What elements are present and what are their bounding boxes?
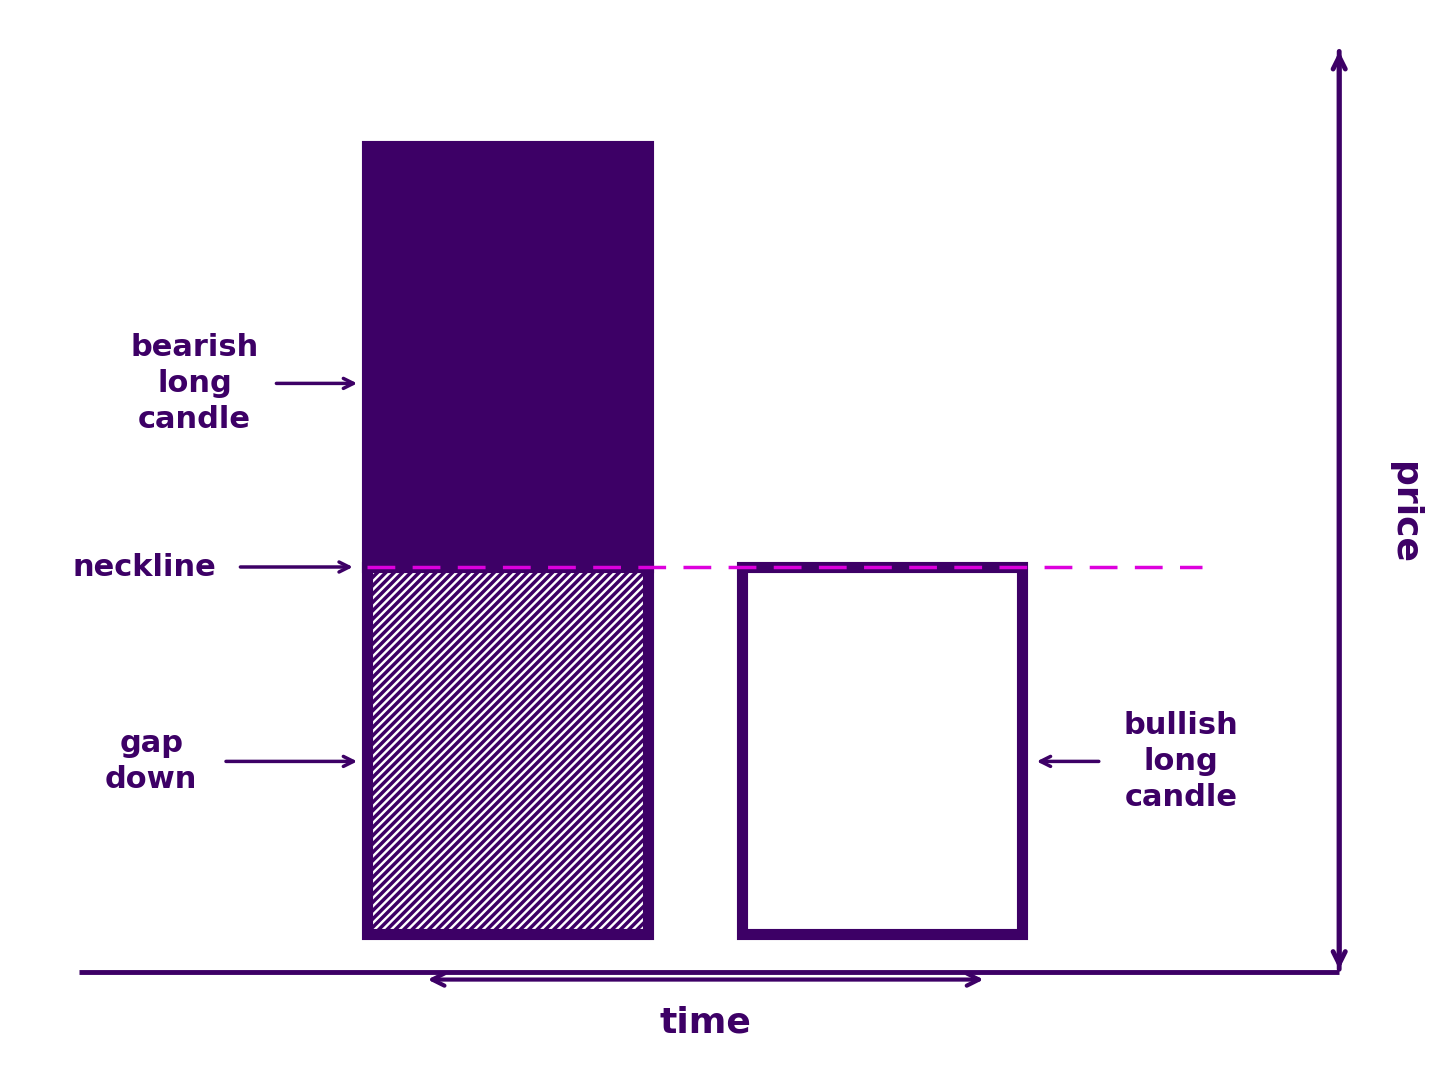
Bar (367, 567, 648, 934)
Text: bearish
long
candle: bearish long candle (130, 333, 259, 434)
Text: price: price (1387, 462, 1421, 564)
Text: time: time (660, 1005, 752, 1040)
Bar (742, 567, 1022, 934)
Text: bullish
long
candle: bullish long candle (1123, 711, 1238, 812)
Text: gap
down: gap down (105, 729, 197, 794)
Bar (367, 146, 648, 567)
Text: neckline: neckline (72, 553, 216, 581)
